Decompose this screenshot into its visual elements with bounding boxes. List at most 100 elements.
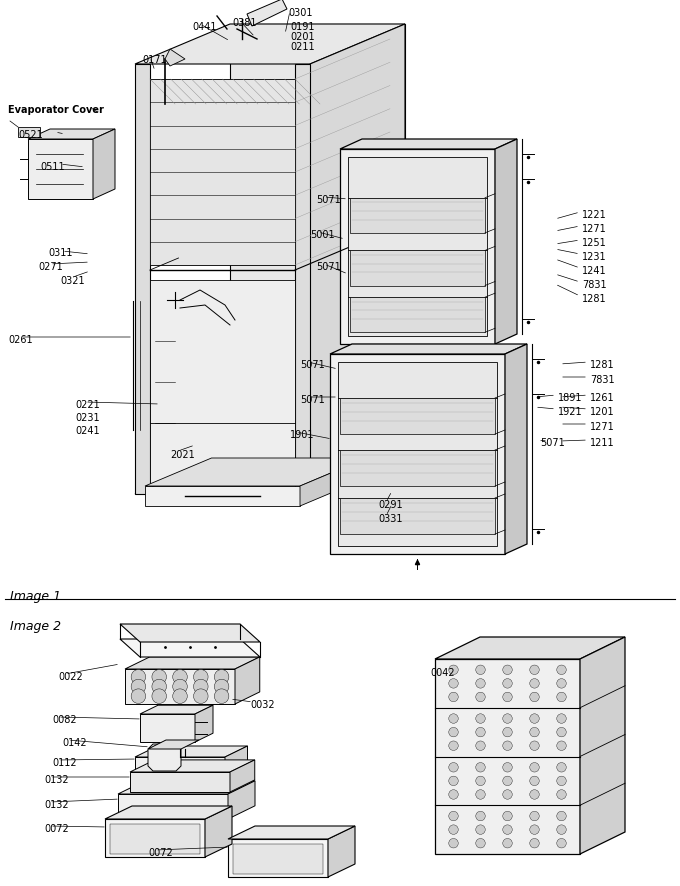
Text: 0142: 0142 xyxy=(62,737,86,747)
Polygon shape xyxy=(130,760,255,772)
Circle shape xyxy=(194,670,208,684)
Text: 0042: 0042 xyxy=(430,667,455,677)
Circle shape xyxy=(152,689,167,703)
Polygon shape xyxy=(105,806,232,819)
Polygon shape xyxy=(495,140,517,345)
Text: 0381: 0381 xyxy=(232,18,256,28)
Polygon shape xyxy=(340,399,495,434)
Circle shape xyxy=(449,763,458,773)
Text: 1271: 1271 xyxy=(582,224,607,234)
Circle shape xyxy=(503,776,512,786)
Circle shape xyxy=(476,825,486,835)
Circle shape xyxy=(476,679,486,688)
Circle shape xyxy=(557,838,566,848)
Polygon shape xyxy=(150,281,295,485)
Circle shape xyxy=(476,741,486,750)
Polygon shape xyxy=(148,744,181,771)
Polygon shape xyxy=(118,781,255,794)
Polygon shape xyxy=(338,362,497,547)
Text: 5071: 5071 xyxy=(300,394,325,405)
Circle shape xyxy=(530,763,539,773)
Polygon shape xyxy=(135,455,405,494)
Circle shape xyxy=(503,838,512,848)
Circle shape xyxy=(557,714,566,724)
Circle shape xyxy=(503,741,512,750)
Polygon shape xyxy=(330,345,527,354)
Circle shape xyxy=(449,825,458,835)
Circle shape xyxy=(503,693,512,702)
Circle shape xyxy=(214,670,229,684)
Polygon shape xyxy=(93,130,115,199)
Polygon shape xyxy=(230,25,405,455)
Circle shape xyxy=(449,727,458,737)
Polygon shape xyxy=(145,486,300,507)
Text: 0191: 0191 xyxy=(290,22,314,32)
Circle shape xyxy=(476,727,486,737)
Circle shape xyxy=(530,679,539,688)
Text: 0211: 0211 xyxy=(290,42,315,52)
Text: 1211: 1211 xyxy=(590,438,615,447)
Polygon shape xyxy=(340,150,495,345)
Text: 0112: 0112 xyxy=(52,758,77,767)
Circle shape xyxy=(449,812,458,820)
Circle shape xyxy=(476,665,486,675)
Text: Evaporator Cover: Evaporator Cover xyxy=(8,105,104,115)
Circle shape xyxy=(449,789,458,799)
Text: 1221: 1221 xyxy=(582,210,607,220)
Text: 0311: 0311 xyxy=(48,248,73,258)
Polygon shape xyxy=(148,740,199,750)
Polygon shape xyxy=(505,345,527,555)
Polygon shape xyxy=(105,819,205,857)
Circle shape xyxy=(503,714,512,724)
Text: 0301: 0301 xyxy=(288,8,313,18)
Polygon shape xyxy=(135,758,225,772)
Polygon shape xyxy=(230,760,255,792)
Text: 0241: 0241 xyxy=(75,425,100,436)
Text: 0331: 0331 xyxy=(378,513,403,524)
Text: 2021: 2021 xyxy=(170,449,194,460)
Circle shape xyxy=(476,838,486,848)
Polygon shape xyxy=(140,705,213,714)
Text: Image 1: Image 1 xyxy=(10,589,61,602)
Circle shape xyxy=(476,812,486,820)
Circle shape xyxy=(530,741,539,750)
Circle shape xyxy=(194,680,208,694)
Text: 0271: 0271 xyxy=(38,261,63,272)
Circle shape xyxy=(173,680,187,694)
Circle shape xyxy=(503,679,512,688)
Polygon shape xyxy=(125,657,260,669)
Text: 7831: 7831 xyxy=(590,375,615,385)
Circle shape xyxy=(503,825,512,835)
Circle shape xyxy=(530,812,539,820)
Polygon shape xyxy=(328,826,355,877)
Circle shape xyxy=(476,693,486,702)
Text: 1921: 1921 xyxy=(558,407,583,416)
Text: 5071: 5071 xyxy=(540,438,565,447)
Circle shape xyxy=(131,670,146,684)
Text: 5071: 5071 xyxy=(300,360,325,369)
Circle shape xyxy=(214,680,229,694)
Text: 1281: 1281 xyxy=(590,360,615,369)
Polygon shape xyxy=(310,25,405,494)
Circle shape xyxy=(557,679,566,688)
Text: 0441: 0441 xyxy=(192,22,216,32)
Circle shape xyxy=(214,689,229,703)
Circle shape xyxy=(449,693,458,702)
Polygon shape xyxy=(135,746,248,758)
Polygon shape xyxy=(348,158,487,337)
Polygon shape xyxy=(330,354,505,555)
Text: 7831: 7831 xyxy=(582,280,607,290)
Polygon shape xyxy=(205,806,232,857)
Text: 0132: 0132 xyxy=(44,774,69,784)
Circle shape xyxy=(449,741,458,750)
Circle shape xyxy=(194,689,208,703)
Polygon shape xyxy=(165,50,185,67)
Text: 0261: 0261 xyxy=(8,335,33,345)
Circle shape xyxy=(449,714,458,724)
Polygon shape xyxy=(28,140,93,199)
Circle shape xyxy=(152,680,167,694)
Polygon shape xyxy=(295,65,310,494)
Text: 0132: 0132 xyxy=(44,799,69,809)
Circle shape xyxy=(557,727,566,737)
Circle shape xyxy=(557,812,566,820)
